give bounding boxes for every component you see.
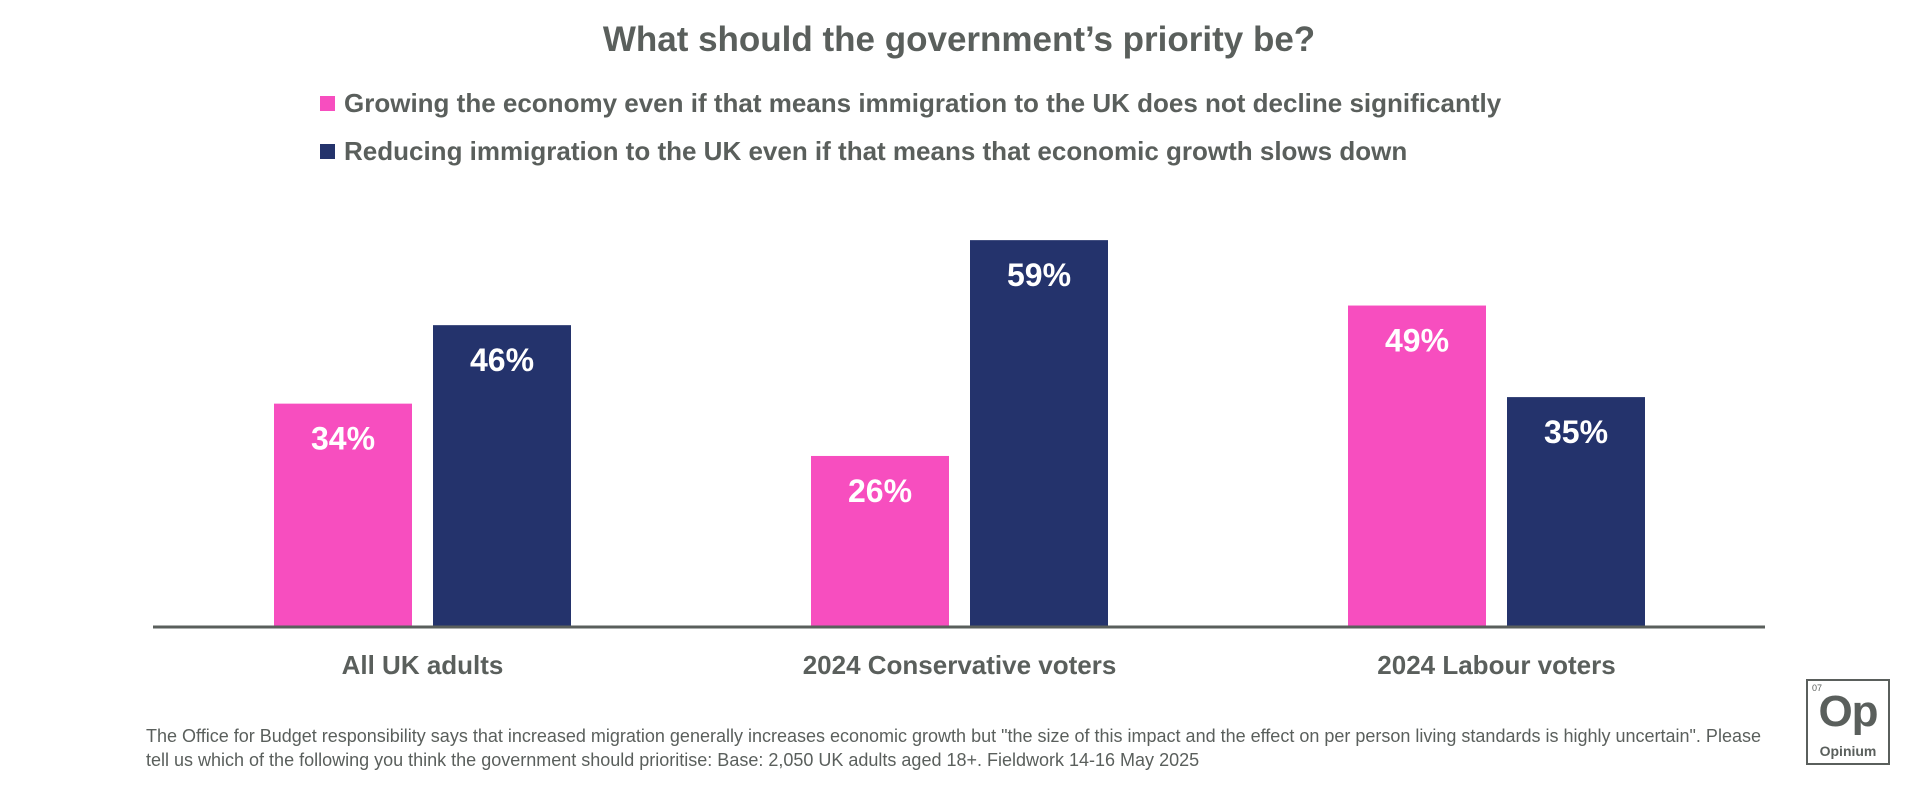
data-label: 49% bbox=[1385, 323, 1449, 359]
legend-swatch-navy bbox=[320, 144, 335, 159]
data-label: 59% bbox=[1007, 257, 1071, 293]
bar-chart: 34% 46% All UK adults 26% 59% 2024 Conservati… bbox=[153, 240, 1765, 680]
category-label: All UK adults bbox=[342, 650, 504, 680]
data-label: 26% bbox=[848, 473, 912, 509]
category-label: 2024 Labour voters bbox=[1377, 650, 1615, 680]
opinium-logo: 07 Op Opinium bbox=[1806, 679, 1890, 765]
bar-reducing-immigration bbox=[1507, 397, 1645, 626]
legend-item-reducing-immigration: Reducing immigration to the UK even if t… bbox=[320, 136, 1407, 167]
footnote: The Office for Budget responsibility say… bbox=[146, 726, 1761, 770]
data-label: 35% bbox=[1544, 414, 1608, 450]
logo-symbol: Op bbox=[1818, 687, 1878, 736]
legend-swatch-pink bbox=[320, 96, 335, 111]
bar-reducing-immigration bbox=[433, 325, 571, 626]
bar-growing-economy bbox=[274, 403, 412, 626]
legend-label: Growing the economy even if that means i… bbox=[344, 88, 1502, 118]
category-label: 2024 Conservative voters bbox=[803, 650, 1117, 680]
logo-number: 07 bbox=[1812, 683, 1823, 693]
logo-name: Opinium bbox=[1819, 743, 1877, 759]
chart-title: What should the government’s priority be… bbox=[602, 20, 1316, 59]
bar-reducing-immigration bbox=[970, 240, 1108, 626]
data-label: 34% bbox=[311, 421, 375, 457]
legend-item-growing-economy: Growing the economy even if that means i… bbox=[320, 88, 1501, 119]
legend-label: Reducing immigration to the UK even if t… bbox=[344, 136, 1408, 166]
bar-growing-economy bbox=[1348, 305, 1486, 626]
data-label: 46% bbox=[470, 342, 534, 378]
bar-growing-economy bbox=[811, 455, 949, 626]
